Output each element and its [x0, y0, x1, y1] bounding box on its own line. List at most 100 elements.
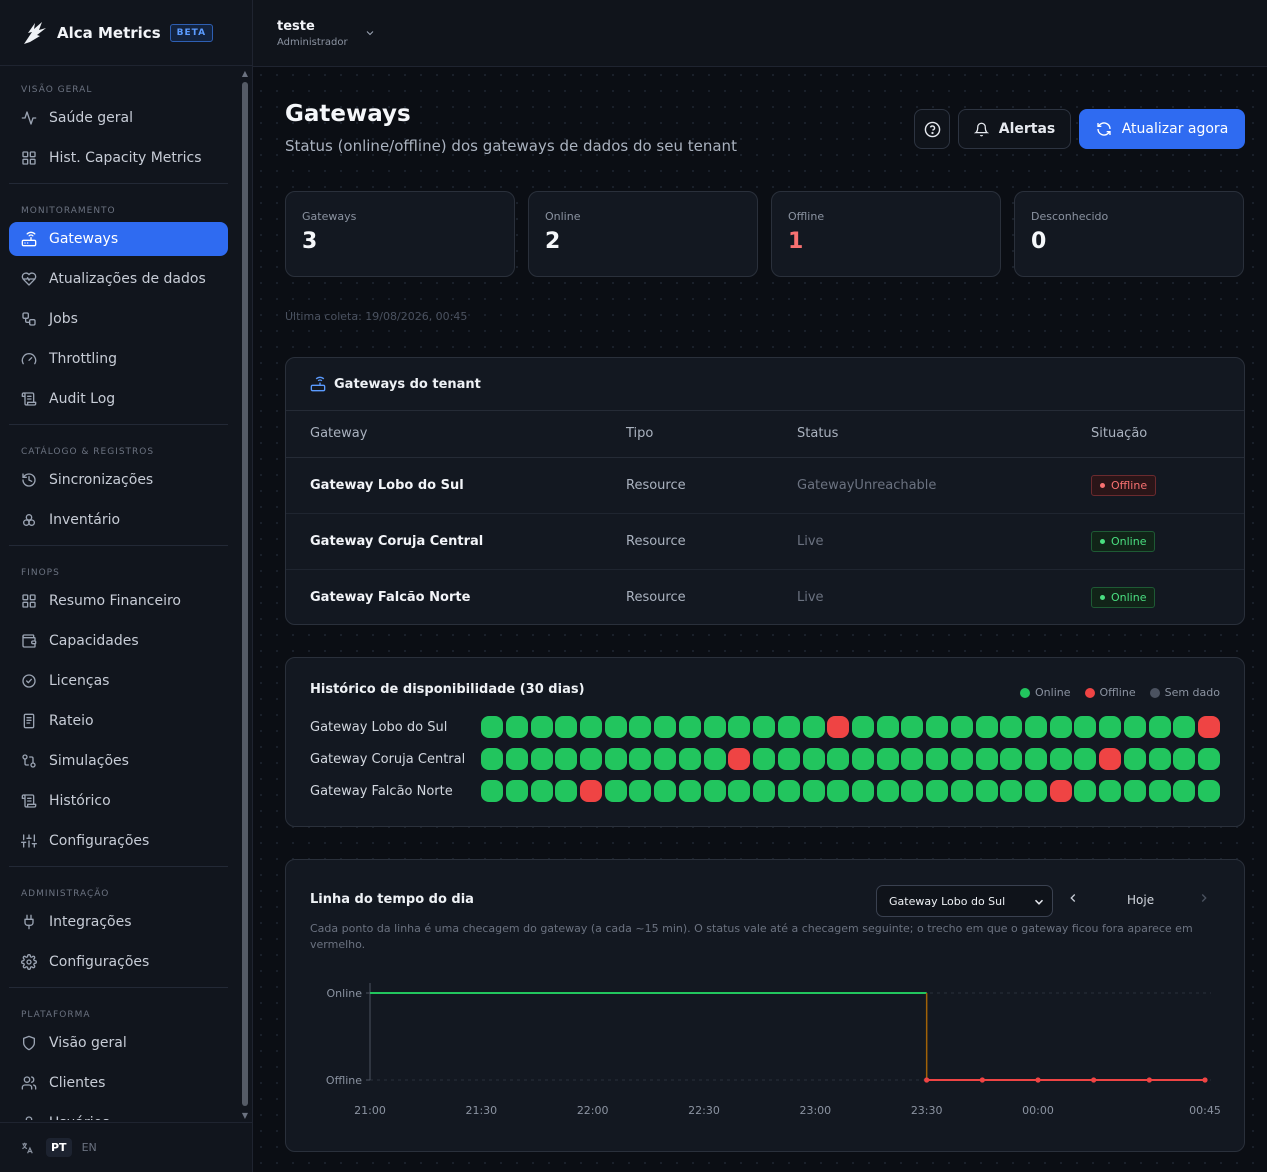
sidebar-item-hist-capacity-metrics[interactable]: Hist. Capacity Metrics	[9, 141, 228, 175]
previous-day-button[interactable]	[1066, 891, 1080, 905]
next-day-button[interactable]	[1197, 891, 1211, 905]
day-cell[interactable]	[950, 748, 973, 770]
day-cell[interactable]	[728, 748, 751, 770]
table-row[interactable]: Gateway Lobo do Sul Resource GatewayUnreac…	[286, 457, 1244, 514]
table-row[interactable]: Gateway Coruja Central Resource Live Online	[286, 513, 1244, 570]
day-cell[interactable]	[481, 748, 504, 770]
sidebar-item-configuracoes[interactable]: Configurações	[9, 824, 228, 858]
day-cell[interactable]	[975, 748, 998, 770]
sidebar-item-capacidades[interactable]: Capacidades	[9, 624, 228, 658]
sidebar-item-gateways[interactable]: Gateways	[9, 222, 228, 256]
day-cell[interactable]	[580, 780, 603, 802]
day-cell[interactable]	[950, 716, 973, 738]
sidebar-item-historico[interactable]: Histórico	[9, 784, 228, 818]
day-cell[interactable]	[629, 780, 652, 802]
day-cell[interactable]	[1099, 716, 1122, 738]
day-cell[interactable]	[678, 748, 701, 770]
day-cell[interactable]	[901, 748, 924, 770]
sidebar-item-simulacoes[interactable]: Simulações	[9, 744, 228, 778]
day-cell[interactable]	[530, 716, 553, 738]
day-cell[interactable]	[654, 748, 677, 770]
day-cell[interactable]	[1000, 748, 1023, 770]
day-cell[interactable]	[802, 748, 825, 770]
sidebar-item-rateio[interactable]: Rateio	[9, 704, 228, 738]
day-cell[interactable]	[777, 748, 800, 770]
day-cell[interactable]	[654, 780, 677, 802]
day-cell[interactable]	[1074, 716, 1097, 738]
day-cell[interactable]	[728, 780, 751, 802]
day-cell[interactable]	[505, 780, 528, 802]
day-cell[interactable]	[851, 780, 874, 802]
day-cell[interactable]	[827, 748, 850, 770]
day-cell[interactable]	[1024, 748, 1047, 770]
day-cell[interactable]	[629, 716, 652, 738]
day-cell[interactable]	[975, 780, 998, 802]
day-cell[interactable]	[777, 780, 800, 802]
day-cell[interactable]	[1000, 716, 1023, 738]
brand[interactable]: Alca Metrics BETA	[0, 0, 252, 66]
day-cell[interactable]	[1198, 716, 1220, 738]
day-cell[interactable]	[1099, 780, 1122, 802]
sidebar-item-clientes[interactable]: Clientes	[9, 1066, 228, 1100]
day-cell[interactable]	[1049, 748, 1072, 770]
day-cell[interactable]	[728, 716, 751, 738]
sidebar-item-saude-geral[interactable]: Saúde geral	[9, 101, 228, 135]
day-cell[interactable]	[1074, 780, 1097, 802]
day-cell[interactable]	[1198, 748, 1220, 770]
scroll-up-icon[interactable]: ▲	[241, 69, 249, 78]
day-cell[interactable]	[481, 780, 504, 802]
day-cell[interactable]	[505, 748, 528, 770]
day-cell[interactable]	[753, 780, 776, 802]
sidebar-item-atualizacoes-de-dados[interactable]: Atualizações de dados	[9, 262, 228, 296]
day-cell[interactable]	[926, 780, 949, 802]
day-cell[interactable]	[876, 716, 899, 738]
chevron-down-icon[interactable]	[364, 27, 376, 39]
day-cell[interactable]	[1074, 748, 1097, 770]
day-cell[interactable]	[1148, 748, 1171, 770]
sidebar-item-configuracoes[interactable]: Configurações	[9, 945, 228, 979]
day-cell[interactable]	[876, 748, 899, 770]
scroll-thumb[interactable]	[242, 82, 248, 1106]
day-cell[interactable]	[505, 716, 528, 738]
day-cell[interactable]	[827, 780, 850, 802]
sidebar-item-resumo-financeiro[interactable]: Resumo Financeiro	[9, 584, 228, 618]
day-cell[interactable]	[901, 716, 924, 738]
update-now-button[interactable]: Atualizar agora	[1079, 109, 1245, 149]
day-cell[interactable]	[1173, 780, 1196, 802]
lang-pt-button[interactable]: PT	[46, 1138, 72, 1157]
day-cell[interactable]	[1123, 780, 1146, 802]
day-cell[interactable]	[678, 780, 701, 802]
sidebar-item-usuarios[interactable]: Usuários	[9, 1106, 228, 1120]
day-cell[interactable]	[802, 780, 825, 802]
day-cell[interactable]	[678, 716, 701, 738]
lang-en-button[interactable]: EN	[81, 1141, 97, 1154]
sidebar-item-integracoes[interactable]: Integrações	[9, 905, 228, 939]
day-cell[interactable]	[654, 716, 677, 738]
alerts-button[interactable]: Alertas	[958, 109, 1071, 149]
day-cell[interactable]	[851, 716, 874, 738]
day-cell[interactable]	[950, 780, 973, 802]
day-cell[interactable]	[530, 748, 553, 770]
tenant-switcher[interactable]: teste Administrador	[277, 19, 376, 48]
day-cell[interactable]	[753, 748, 776, 770]
day-cell[interactable]	[1049, 780, 1072, 802]
day-cell[interactable]	[555, 716, 578, 738]
table-row[interactable]: Gateway Falcão Norte Resource Live Online	[286, 569, 1244, 625]
day-cell[interactable]	[604, 716, 627, 738]
day-cell[interactable]	[555, 748, 578, 770]
day-cell[interactable]	[1123, 748, 1146, 770]
sidebar-item-audit-log[interactable]: Audit Log	[9, 382, 228, 416]
day-cell[interactable]	[975, 716, 998, 738]
day-cell[interactable]	[802, 716, 825, 738]
day-cell[interactable]	[629, 748, 652, 770]
day-cell[interactable]	[926, 716, 949, 738]
sidebar-item-inventario[interactable]: Inventário	[9, 503, 228, 537]
day-cell[interactable]	[1198, 780, 1220, 802]
day-cell[interactable]	[580, 716, 603, 738]
sidebar-item-sincronizacoes[interactable]: Sincronizações	[9, 463, 228, 497]
sidebar-scrollbar[interactable]: ▲ ▼	[241, 70, 249, 1120]
day-cell[interactable]	[703, 748, 726, 770]
day-cell[interactable]	[1148, 780, 1171, 802]
scroll-down-icon[interactable]: ▼	[241, 1111, 249, 1120]
day-cell[interactable]	[604, 780, 627, 802]
